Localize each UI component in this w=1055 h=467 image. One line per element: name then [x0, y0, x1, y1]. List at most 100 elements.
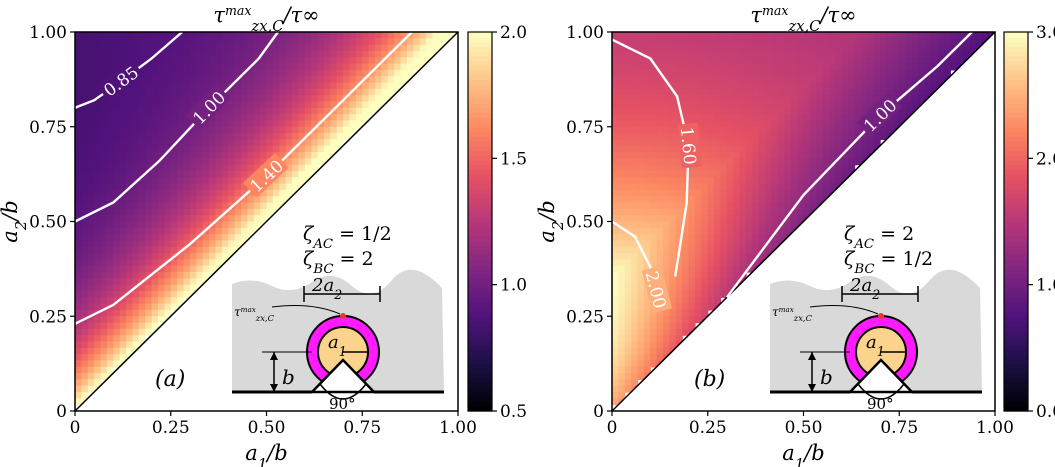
heatmap-cell: [739, 183, 747, 191]
heatmap-cell: [886, 57, 894, 65]
heatmap-cell: [285, 177, 293, 185]
heatmap-cell: [81, 221, 89, 229]
heatmap-cell: [87, 379, 95, 387]
heatmap-cell: [637, 69, 645, 77]
heatmap-cell: [746, 246, 754, 254]
heatmap-cell: [688, 234, 696, 242]
heatmap-cell: [94, 101, 102, 109]
heatmap-cell: [841, 139, 849, 147]
heatmap-cell: [157, 202, 165, 210]
heatmap-cell: [899, 88, 907, 96]
heatmap-cell: [765, 50, 773, 58]
heatmap-cell: [145, 95, 153, 103]
heatmap-cell: [726, 126, 734, 134]
heatmap-cell: [739, 69, 747, 77]
heatmap-cell: [822, 114, 830, 122]
heatmap-cell: [119, 114, 127, 122]
heatmap-cell: [164, 114, 172, 122]
heatmap-cell: [94, 347, 102, 355]
colorbar-cell: [468, 174, 492, 180]
heatmap-cell: [285, 38, 293, 46]
heatmap-cell: [784, 107, 792, 115]
heatmap-cell: [771, 234, 779, 242]
heatmap-cell: [707, 177, 715, 185]
heatmap-cell: [209, 139, 217, 147]
heatmap-cell: [164, 246, 172, 254]
heatmap-cell: [867, 139, 875, 147]
heatmap-cell: [739, 265, 747, 273]
heatmap-cell: [170, 265, 178, 273]
heatmap-cell: [157, 189, 165, 197]
heatmap-cell: [234, 145, 242, 153]
heatmap-cell: [758, 227, 766, 235]
heatmap-cell: [240, 82, 248, 90]
zeta-annotation-part: ζ: [844, 223, 856, 245]
heatmap-cell: [221, 177, 229, 185]
heatmap-cell: [247, 44, 255, 52]
heatmap-cell: [151, 139, 159, 147]
heatmap-cell: [886, 126, 894, 134]
heatmap-cell: [746, 114, 754, 122]
heatmap-cell: [950, 57, 958, 65]
heatmap-cell: [221, 202, 229, 210]
heatmap-cell: [100, 170, 108, 178]
heatmap-cell: [771, 101, 779, 109]
heatmap-cell: [209, 259, 217, 267]
heatmap-cell: [240, 101, 248, 109]
heatmap-cell: [298, 170, 306, 178]
heatmap-cell: [87, 120, 95, 128]
heatmap-cell: [931, 44, 939, 52]
heatmap-cell: [81, 392, 89, 399]
heatmap-cell: [189, 38, 197, 46]
heatmap-cell: [726, 133, 734, 140]
heatmap-cell: [669, 297, 677, 305]
heatmap-cell: [75, 196, 82, 204]
heatmap-cell: [886, 38, 894, 46]
heatmap-cell: [196, 227, 204, 235]
heatmap-cell: [215, 177, 223, 185]
heatmap-cell: [138, 164, 146, 172]
heatmap-cell: [758, 208, 766, 216]
heatmap-cell: [336, 107, 344, 115]
heatmap-cell: [75, 354, 82, 362]
inset-notch: [847, 358, 915, 394]
heatmap-cell: [157, 114, 165, 122]
heatmap-cell: [368, 107, 376, 115]
heatmap-cell: [803, 158, 811, 166]
inset-radius-label-part: a: [328, 332, 339, 353]
heatmap-cell: [157, 57, 165, 65]
heatmap-cell: [835, 114, 843, 122]
heatmap-cell: [445, 32, 453, 39]
heatmap-cell: [419, 38, 427, 46]
heatmap-cell: [637, 335, 645, 343]
heatmap-cell: [260, 215, 268, 223]
heatmap-cell: [809, 202, 817, 210]
heatmap-cell: [873, 38, 881, 46]
heatmap-cell: [75, 398, 82, 406]
heatmap-cell: [196, 265, 204, 273]
heatmap-cell: [688, 208, 696, 216]
heatmap-cell: [624, 379, 632, 387]
heatmap-cell: [739, 145, 747, 153]
heatmap-cell: [317, 50, 325, 58]
heatmap-cell: [138, 290, 146, 298]
heatmap-cell: [164, 95, 172, 103]
heatmap-cell: [848, 158, 856, 166]
heatmap-cell: [317, 120, 325, 128]
heatmap-cell: [170, 234, 178, 242]
heatmap-cell: [113, 215, 121, 223]
heatmap-cell: [694, 82, 702, 90]
heatmap-cell: [87, 290, 95, 298]
heatmap-cell: [624, 284, 632, 292]
heatmap-cell: [292, 32, 300, 39]
heatmap-cell: [618, 234, 626, 242]
heatmap-cell: [771, 170, 779, 178]
heatmap-cell: [132, 202, 140, 210]
heatmap-cell: [854, 133, 862, 140]
heatmap-cell: [164, 126, 172, 134]
heatmap-cell: [707, 44, 715, 52]
heatmap-cell: [784, 126, 792, 134]
heatmap-cell: [643, 139, 651, 147]
heatmap-cell: [311, 57, 319, 65]
heatmap-cell: [183, 215, 191, 223]
